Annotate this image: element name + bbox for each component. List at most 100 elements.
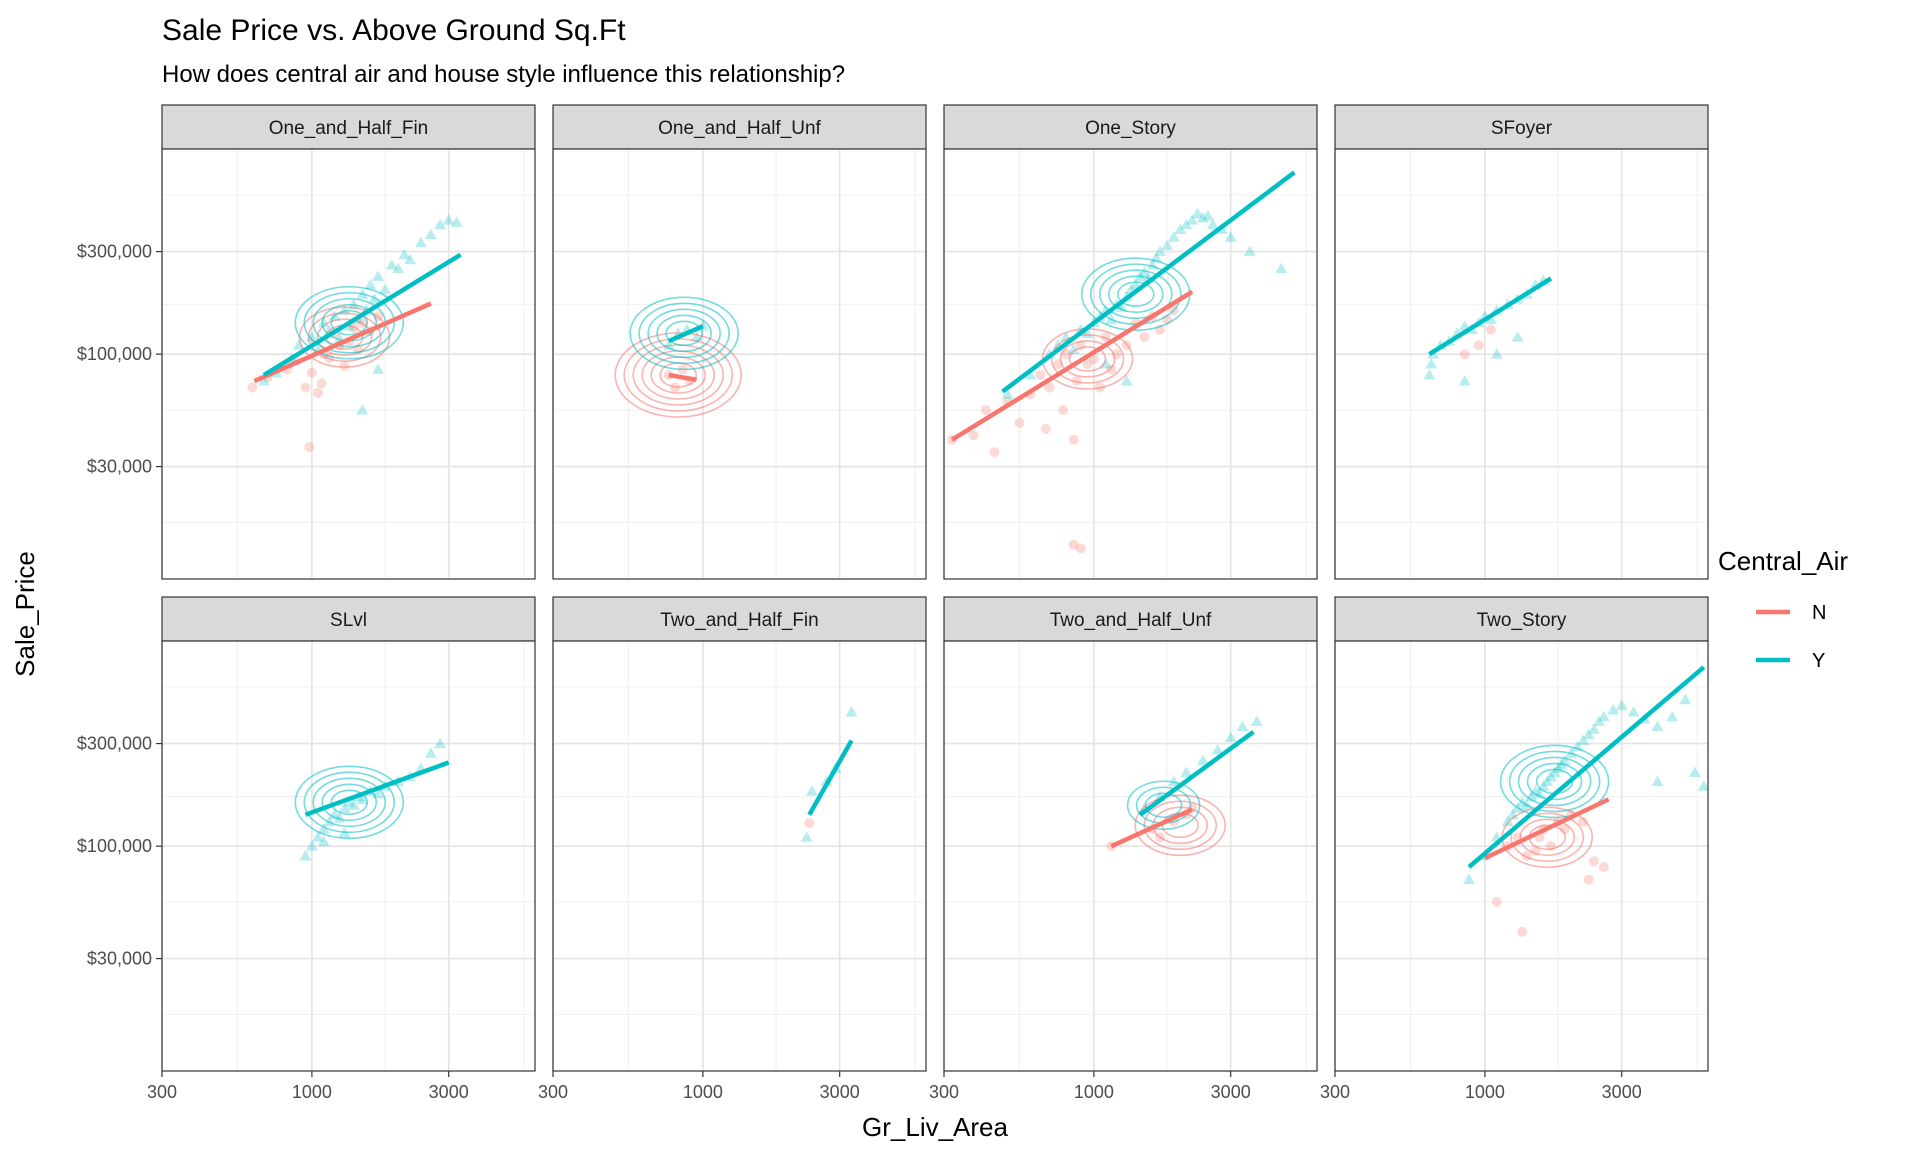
data-point-y [1490, 348, 1503, 359]
facet-strip-label: Two_Story [1477, 610, 1567, 631]
data-point-y [1115, 301, 1128, 312]
data-point-n [804, 818, 815, 829]
panel-border [552, 148, 927, 580]
data-point-y [450, 216, 463, 227]
facet-panel: Two_Story 300 1000 3000 [1320, 596, 1709, 1102]
panel-border [943, 148, 1318, 580]
legend: Central_Air N Y [1718, 546, 1848, 672]
data-point-y [356, 793, 369, 804]
data-point-y [1174, 223, 1187, 235]
regression-line-n [253, 301, 432, 384]
regression-line-n [950, 289, 1194, 442]
y-axis-title: Sale_Price [10, 551, 40, 677]
density-contour [614, 332, 742, 418]
density-contour [1126, 780, 1201, 831]
data-point-y [1511, 331, 1524, 342]
data-point-y [1196, 211, 1209, 223]
facet-strip [161, 596, 536, 642]
data-point-y [1541, 775, 1554, 786]
density-contour [294, 765, 405, 840]
density-contour [656, 314, 712, 353]
data-point-y [1236, 720, 1249, 732]
data-point-y [434, 737, 447, 749]
density-contour [316, 318, 373, 356]
regression-line-y [1001, 170, 1296, 394]
density-contour [1526, 762, 1583, 801]
chart-title: Sale Price vs. Above Ground Sq.Ft [162, 14, 626, 47]
data-point-y [1224, 731, 1237, 743]
data-point-n [1071, 376, 1082, 387]
data-point-y [398, 248, 411, 260]
data-point-y [1529, 785, 1542, 796]
x-tick-label: 3000 [820, 1082, 860, 1102]
legend-label: Y [1812, 650, 1825, 672]
facet-strip [1334, 104, 1709, 150]
data-point-n [339, 361, 350, 372]
data-point-y [392, 262, 405, 274]
data-point-y [1120, 375, 1133, 386]
data-point-n [306, 367, 317, 378]
data-point-y [1544, 770, 1557, 782]
data-point-y [404, 253, 417, 265]
data-point-y [1180, 766, 1193, 778]
x-tick-label: 300 [538, 1082, 568, 1102]
data-point-y [1597, 710, 1610, 722]
data-point-n [1583, 874, 1594, 885]
data-point-n [1139, 332, 1150, 343]
data-point-y [1582, 728, 1595, 740]
data-point-n [316, 378, 327, 389]
density-contour [1144, 792, 1183, 819]
data-point-n [1014, 417, 1025, 428]
data-point-y [1651, 775, 1664, 786]
data-point-y [1462, 873, 1475, 884]
plot-area [247, 214, 463, 452]
data-point-n [968, 430, 979, 441]
data-point-y [1243, 245, 1256, 257]
chart-subtitle: How does central air and house style inf… [162, 61, 845, 88]
data-point-y [1275, 262, 1288, 274]
data-point-y [1180, 218, 1193, 230]
data-point-n [980, 404, 991, 415]
facet-strip [161, 104, 536, 150]
data-point-y [364, 278, 377, 290]
regression-line-y [1467, 665, 1706, 869]
density-contour [1134, 794, 1227, 857]
density-contour [1117, 281, 1155, 308]
data-point-n [1473, 340, 1484, 351]
data-point-n [1106, 364, 1117, 375]
y-tick-label: $30,000 [87, 457, 152, 477]
data-point-y [1191, 207, 1204, 219]
data-point-y [1548, 766, 1561, 778]
data-point-y [317, 835, 330, 847]
data-point-y [1001, 388, 1014, 399]
y-tick-label: $300,000 [77, 734, 152, 754]
density-contour [307, 312, 382, 362]
plot-area [1423, 274, 1553, 386]
panel-border [943, 640, 1318, 1072]
data-point-y [356, 403, 369, 415]
data-point-y [311, 831, 324, 842]
data-point-y [371, 363, 384, 374]
data-point-n [312, 387, 323, 398]
facet-panel: One_and_Half_Fin $30,000 $100,000 $300,000 [77, 104, 536, 580]
data-point-n [1082, 359, 1093, 369]
panel-background [162, 641, 535, 1071]
data-point-n [1588, 856, 1599, 867]
density-contour [1059, 340, 1116, 378]
y-tick-label: $30,000 [87, 949, 152, 969]
data-point-y [1250, 715, 1263, 727]
data-point-y [1067, 343, 1080, 355]
density-contour [330, 789, 369, 816]
data-point-y [1592, 715, 1605, 727]
panel-border [1334, 640, 1709, 1072]
data-point-y [1153, 245, 1166, 257]
y-tick-label: $100,000 [77, 836, 152, 856]
data-point-y [1615, 699, 1628, 711]
density-contour [1508, 750, 1601, 813]
regression-line-y [807, 739, 854, 816]
facet-strip [552, 104, 927, 150]
panel-background [1335, 149, 1708, 579]
x-axis-title: Gr_Liv_Area [862, 1112, 1008, 1142]
data-point-n [1068, 434, 1079, 445]
